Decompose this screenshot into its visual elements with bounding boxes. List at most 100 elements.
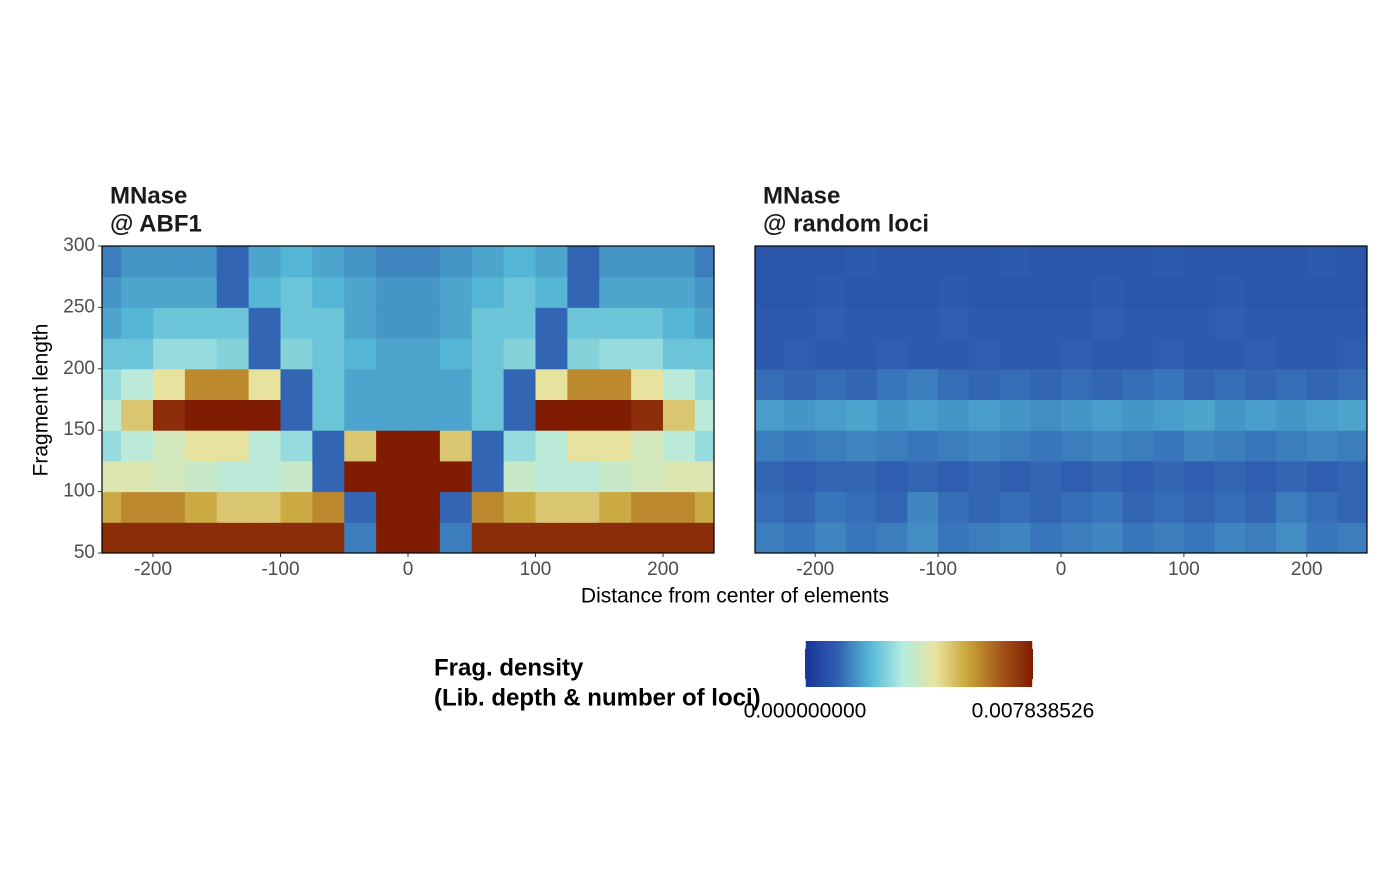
heatmap-cell [153,276,186,308]
heatmap-cell [567,338,600,370]
heatmap-cell [439,522,473,553]
heatmap-cell [631,460,664,493]
heatmap-cell [376,460,409,493]
heatmap-cell [1030,491,1062,523]
heatmap-cell [1153,246,1185,278]
x-tick-label: -100 [261,559,299,580]
heatmap-cell [968,491,1001,523]
heatmap-cell [999,522,1031,553]
heatmap-cell [938,276,970,308]
heatmap-cell [1214,276,1246,308]
heatmap-cell [1306,399,1339,431]
heatmap-cell [312,522,345,553]
heatmap-cell [567,522,600,553]
heatmap-cell [1030,368,1062,400]
heatmap-cell [216,522,250,553]
heatmap-cell [376,246,409,278]
heatmap-cell [408,399,441,431]
heatmap-cell [631,522,664,553]
heatmap-cell [1061,368,1093,400]
heatmap-cell [503,460,536,493]
heatmap-cell [815,307,847,339]
heatmap-cell [471,338,505,370]
heatmap-cell [535,460,568,493]
heatmap-cell [184,522,218,553]
heatmap-cell [784,522,816,553]
heatmap-cell [845,276,878,308]
heatmap-cell [280,522,313,553]
heatmap-cell [938,338,970,370]
heatmap-cell [184,276,218,308]
heatmap-cell [503,491,536,523]
heatmap-cell [216,368,250,400]
heatmap-cell [248,246,281,278]
heatmap-cell [184,246,218,278]
heatmap-cell [153,460,186,493]
heatmap-cell [1337,430,1367,462]
heatmap-cell [280,307,313,339]
heatmap-cell [153,307,186,339]
heatmap-cell [876,522,908,553]
heatmap-cell [471,491,505,523]
heatmap-cell [471,246,505,278]
heatmap-cell [184,399,218,431]
heatmap-cell [999,399,1031,431]
heatmap-cell [1122,430,1154,462]
heatmap-cell [503,430,536,462]
heatmap-cell [1153,430,1185,462]
heatmap-cell [876,491,908,523]
heatmap-cell [153,491,186,523]
heatmap-cell [344,491,377,523]
heatmap-cell [1337,246,1367,278]
y-axis-label: Fragment length [30,324,53,477]
heatmap-cell [503,338,536,370]
heatmap-cell [312,430,345,462]
heatmap-cell [121,368,154,400]
heatmap-cell [312,246,345,278]
heatmap-cell [535,399,568,431]
heatmap-cell [216,460,250,493]
heatmap-cell [1337,368,1367,400]
heatmap-cell [968,430,1001,462]
heatmap-cell [102,430,122,462]
heatmap-cell [1091,368,1123,400]
heatmap-cell [599,276,632,308]
heatmap-cell [503,522,536,553]
heatmap-cell [694,430,714,462]
heatmap-cell [631,276,664,308]
heatmap-cell [1276,460,1308,493]
heatmap-cell [755,276,785,308]
heatmap-cell [815,276,847,308]
heatmap-cell [408,522,441,553]
heatmap-cell [1091,246,1123,278]
heatmap-cell [755,460,785,493]
heatmap-cell [153,246,186,278]
colorbar [805,641,1033,687]
heatmap-cell [876,307,908,339]
heatmap-cell [1153,491,1185,523]
heatmap-cell [1153,522,1185,553]
heatmap-cell [694,399,714,431]
heatmap-cell [845,491,878,523]
x-tick-label: -200 [796,559,834,580]
heatmap-cell [1183,307,1216,339]
heatmap-cell [1214,430,1246,462]
heatmap-cell [1091,491,1123,523]
heatmap-cell [535,307,568,339]
heatmap-cell [344,338,377,370]
heatmap-cell [1306,491,1339,523]
heatmap-cell [102,246,122,278]
heatmap-cell [153,399,186,431]
heatmap-cell [1153,307,1185,339]
heatmap-cell [1214,307,1246,339]
heatmap-cell [1306,276,1339,308]
heatmap-cell [1276,276,1308,308]
heatmap-cell [248,307,281,339]
heatmap-cell [184,460,218,493]
y-tick-label: 100 [63,481,95,502]
heatmap-cell [1337,399,1367,431]
heatmap-cell [1153,276,1185,308]
heatmap-cell [1214,338,1246,370]
heatmap-cell [1337,460,1367,493]
heatmap-cell [471,368,505,400]
